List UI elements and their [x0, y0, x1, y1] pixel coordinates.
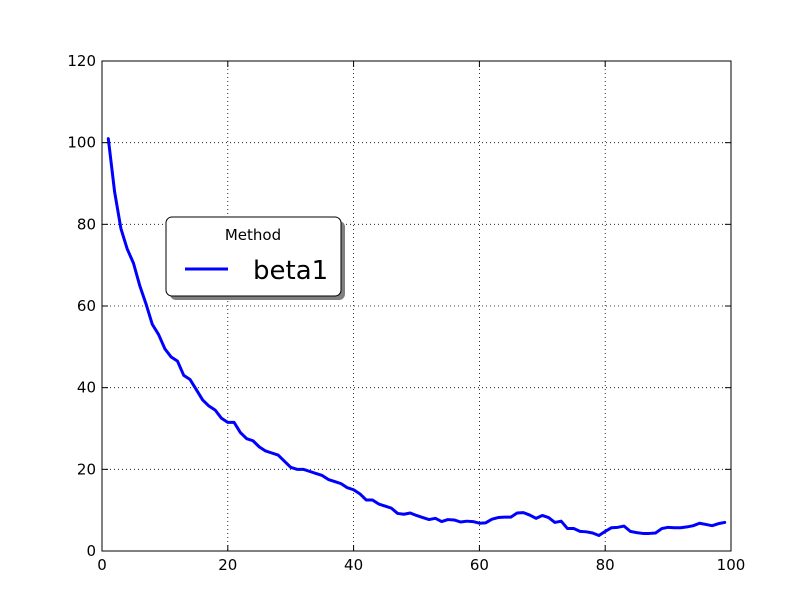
legend-box	[165, 216, 342, 297]
y-tick-label: 80	[77, 215, 96, 233]
y-tick-label: 60	[77, 297, 96, 315]
x-tick-label: 80	[596, 556, 615, 574]
y-tick-label: 100	[67, 134, 96, 152]
legend-label-beta1: beta1	[253, 256, 328, 286]
legend-title: Method	[225, 226, 281, 244]
series-line-beta1	[106, 137, 727, 537]
series-layer	[106, 137, 727, 537]
axis-tick-labels: 0 20 40 60 80 100 0 20 40 60 80 100 120	[67, 52, 745, 574]
y-tick-label: 40	[77, 379, 96, 397]
legend: Method beta1	[165, 216, 345, 300]
x-tick-label: 60	[470, 556, 489, 574]
y-tick-label: 0	[86, 542, 96, 560]
x-tick-label: 20	[218, 556, 237, 574]
x-tick-label: 40	[344, 556, 363, 574]
x-tick-label: 0	[97, 556, 107, 574]
axis-ticks	[101, 60, 732, 552]
y-tick-label: 120	[67, 52, 96, 70]
x-tick-label: 100	[717, 556, 746, 574]
grid-lines	[102, 61, 731, 551]
y-tick-label: 20	[77, 460, 96, 478]
